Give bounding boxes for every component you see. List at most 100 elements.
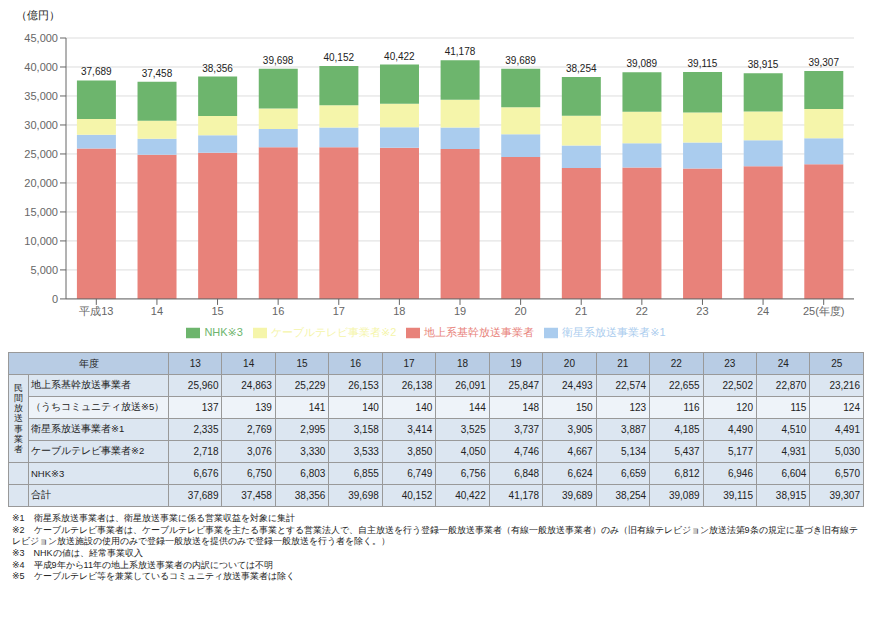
svg-text:45,000: 45,000 xyxy=(24,32,58,44)
svg-text:平成13: 平成13 xyxy=(79,305,113,317)
html-text:25,960: 25,960 xyxy=(187,380,219,391)
html-text:3,525: 3,525 xyxy=(460,424,486,435)
svg-text:40,000: 40,000 xyxy=(24,61,58,73)
svg-text:38,915: 38,915 xyxy=(748,59,779,70)
svg-text:15,000: 15,000 xyxy=(24,206,58,218)
html-text:地上系基幹放送事業者: 地上系基幹放送事業者 xyxy=(31,379,131,390)
svg-text:39,698: 39,698 xyxy=(263,55,294,66)
html-text:25,847: 25,847 xyxy=(508,380,540,391)
html-text:139: 139 xyxy=(255,402,272,413)
svg-text:21: 21 xyxy=(575,305,587,317)
html-text:17: 17 xyxy=(403,358,415,369)
svg-text:14: 14 xyxy=(151,305,163,317)
html-text:20: 20 xyxy=(563,358,575,369)
html-text:（億円）: （億円） xyxy=(16,9,60,21)
svg-text:38,356: 38,356 xyxy=(202,63,233,74)
svg-text:20: 20 xyxy=(514,305,526,317)
html-text:26,138: 26,138 xyxy=(401,380,433,391)
html-text:25,229: 25,229 xyxy=(294,380,326,391)
html-text:24,493: 24,493 xyxy=(562,380,593,391)
html-text:24,863: 24,863 xyxy=(241,380,272,391)
svg-text:15: 15 xyxy=(211,305,223,317)
svg-text:23: 23 xyxy=(696,305,708,317)
svg-text:40,422: 40,422 xyxy=(384,51,415,62)
html-text:14: 14 xyxy=(243,358,255,369)
html-text:22,574: 22,574 xyxy=(615,380,647,391)
html-text:2,769: 2,769 xyxy=(246,424,272,435)
html-text:衛星系放送事業者※1: 衛星系放送事業者※1 xyxy=(562,325,666,338)
html-text:2,718: 2,718 xyxy=(193,446,219,457)
svg-text:10,000: 10,000 xyxy=(24,235,58,247)
html-text:16: 16 xyxy=(350,358,362,369)
html-text:22,502: 22,502 xyxy=(722,380,753,391)
html-text:3,414: 3,414 xyxy=(407,424,433,435)
html-text:ケーブルテレビ事業者※2: ケーブルテレビ事業者※2 xyxy=(31,445,145,456)
html-text:ケーブルテレビ事業者※2: ケーブルテレビ事業者※2 xyxy=(270,325,397,338)
html-text:26,091: 26,091 xyxy=(455,380,486,391)
html-text:2,335: 2,335 xyxy=(193,424,219,435)
html-text:23,216: 23,216 xyxy=(829,380,860,391)
svg-text:40,152: 40,152 xyxy=(323,52,354,63)
html-text:123: 123 xyxy=(629,402,647,413)
html-text:25: 25 xyxy=(831,358,843,369)
svg-text:17: 17 xyxy=(333,305,345,317)
html-text:3,737: 3,737 xyxy=(514,424,540,435)
svg-text:19: 19 xyxy=(454,305,466,317)
svg-text:0: 0 xyxy=(52,293,58,305)
html-text:4,185: 4,185 xyxy=(674,424,700,435)
html-text:13: 13 xyxy=(189,358,201,369)
html-text:3,887: 3,887 xyxy=(621,424,647,435)
html-text:137: 137 xyxy=(201,402,219,413)
html-text:※2 ケーブルテレビ事業者は、ケーブルテレビ事業を主たる事業: ※2 ケーブルテレビ事業者は、ケーブルテレビ事業を主たる事業とする営業法人で、自… xyxy=(12,524,858,547)
html-text:140: 140 xyxy=(362,402,379,413)
html-text:23: 23 xyxy=(724,358,736,369)
html-text:124: 124 xyxy=(843,402,860,413)
html-text:19: 19 xyxy=(510,358,522,369)
html-text:144: 144 xyxy=(469,402,486,413)
svg-text:24: 24 xyxy=(757,305,769,317)
html-text:NHK※3: NHK※3 xyxy=(204,325,243,338)
html-text:120: 120 xyxy=(736,402,753,413)
svg-text:5,000: 5,000 xyxy=(30,264,58,276)
html-text:22,870: 22,870 xyxy=(775,380,807,391)
svg-text:39,115: 39,115 xyxy=(688,58,718,69)
svg-text:30,000: 30,000 xyxy=(24,119,58,131)
svg-text:20,000: 20,000 xyxy=(24,177,58,189)
html-text:年度: 年度 xyxy=(78,357,99,369)
html-text:141: 141 xyxy=(308,402,326,413)
html-text:衛星系放送事業者※1: 衛星系放送事業者※1 xyxy=(31,423,125,434)
html-text:116: 116 xyxy=(683,402,700,413)
html-text:2,995: 2,995 xyxy=(300,424,326,435)
svg-text:22: 22 xyxy=(636,305,648,317)
html-text:22,655: 22,655 xyxy=(668,380,700,391)
svg-text:37,689: 37,689 xyxy=(81,66,112,77)
svg-text:25,000: 25,000 xyxy=(24,148,58,160)
html-text:24: 24 xyxy=(777,358,789,369)
html-text:26,153: 26,153 xyxy=(348,380,379,391)
svg-text:39,089: 39,089 xyxy=(627,58,658,69)
html-text:150: 150 xyxy=(575,402,593,413)
html-text:（うちコミュニティ放送※5）: （うちコミュニティ放送※5） xyxy=(31,401,165,412)
svg-text:35,000: 35,000 xyxy=(24,90,58,102)
html-text:21: 21 xyxy=(617,358,629,369)
svg-text:25(年度): 25(年度) xyxy=(803,305,845,317)
html-text:3,905: 3,905 xyxy=(567,424,593,435)
html-text:4,491: 4,491 xyxy=(835,424,860,435)
svg-text:38,254: 38,254 xyxy=(566,63,597,74)
svg-text:39,689: 39,689 xyxy=(505,55,536,66)
html-text:3,158: 3,158 xyxy=(353,424,379,435)
html-text:地上系基幹放送事業者: 地上系基幹放送事業者 xyxy=(424,325,535,338)
html-text:18: 18 xyxy=(456,358,468,369)
svg-text:16: 16 xyxy=(272,305,284,317)
svg-text:39,307: 39,307 xyxy=(808,57,839,68)
svg-text:18: 18 xyxy=(393,305,405,317)
svg-text:41,178: 41,178 xyxy=(445,46,476,57)
svg-text:37,458: 37,458 xyxy=(142,68,173,79)
html-text:140: 140 xyxy=(415,402,433,413)
html-text:22: 22 xyxy=(670,358,682,369)
html-text:148: 148 xyxy=(522,402,540,413)
html-text:115: 115 xyxy=(790,402,807,413)
html-text:4,510: 4,510 xyxy=(781,424,807,435)
html-text:4,490: 4,490 xyxy=(728,424,753,435)
html-text:15: 15 xyxy=(296,358,308,369)
